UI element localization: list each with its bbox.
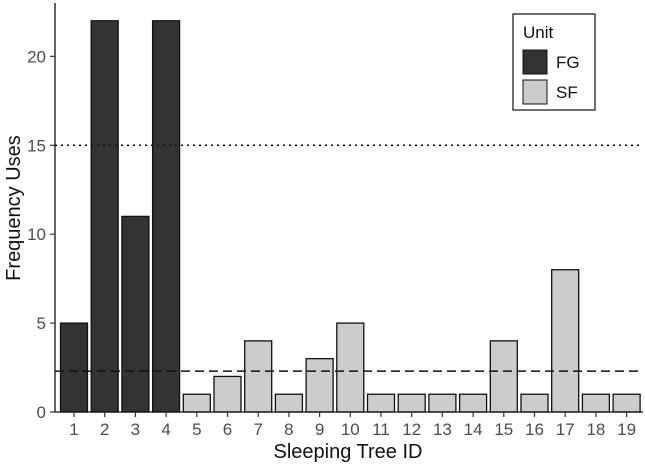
y-axis-title: Frequency Uses [3,135,25,281]
bars-layer [59,20,641,413]
bar-tree-16 [520,393,549,413]
bar-tree-14 [458,393,488,413]
bar-tree-7 [244,340,273,413]
y-tick-label-20: 20 [27,47,46,66]
x-tick-label-11: 11 [372,420,390,439]
x-tick-label-13: 13 [433,420,452,439]
bar-tree-1 [59,322,89,413]
x-tick-label-19: 19 [617,420,636,439]
x-tick-label-16: 16 [525,420,544,439]
x-tick-label-9: 9 [315,420,324,439]
legend-swatch-sf [522,79,548,105]
x-tick-label-17: 17 [556,420,575,439]
bar-tree-17 [551,269,580,413]
x-tick-label-2: 2 [100,420,109,439]
bar-tree-10 [336,322,365,413]
x-tick-label-15: 15 [494,420,513,439]
x-tick-label-18: 18 [586,420,605,439]
x-tick-label-12: 12 [402,420,421,439]
x-tick-label-1: 1 [69,420,78,439]
bar-tree-5 [182,393,211,413]
x-tick-label-14: 14 [464,420,483,439]
x-tick-label-8: 8 [284,420,293,439]
y-tick-label-10: 10 [27,225,46,244]
x-tick-label-4: 4 [161,420,170,439]
x-tick-label-7: 7 [253,420,262,439]
bar-tree-3 [121,215,150,413]
bar-tree-15 [489,340,518,413]
bar-tree-18 [581,393,611,413]
legend-label-fg: FG [556,53,580,72]
bar-tree-11 [366,393,396,413]
bar-tree-8 [274,393,304,413]
x-axis-title: Sleeping Tree ID [274,441,423,463]
bar-tree-4 [151,20,181,413]
legend-swatch-fg [522,49,548,75]
x-tick-label-5: 5 [192,420,201,439]
y-tick-label-5: 5 [37,314,46,333]
reference-lines-layer [55,144,643,372]
bar-tree-19 [612,393,641,413]
legend-title: Unit [523,23,554,42]
y-tick-label-15: 15 [27,136,46,155]
legend: Unit FG SF [512,13,596,111]
bar-tree-6 [213,375,242,413]
bar-tree-13 [428,393,457,413]
x-tick-label-10: 10 [341,420,360,439]
bar-tree-9 [305,357,334,413]
legend-label-sf: SF [556,83,578,102]
y-tick-label-0: 0 [37,403,46,422]
bar-tree-12 [397,393,426,413]
bar-tree-2 [90,20,119,413]
x-tick-label-6: 6 [223,420,232,439]
x-tick-label-3: 3 [131,420,140,439]
